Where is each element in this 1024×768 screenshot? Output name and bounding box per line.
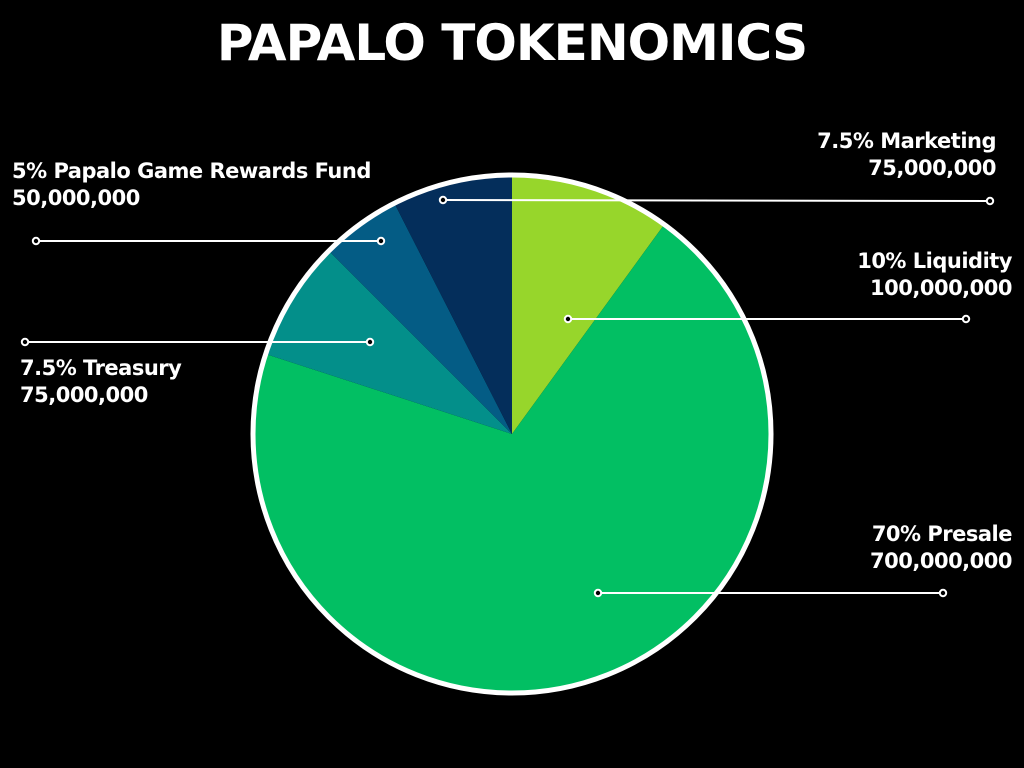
- pie-slice-papalo-game-rewards-fund: [328, 203, 512, 434]
- label-presale-title: 70% Presale: [871, 522, 1013, 546]
- label-presale: 70% Presale 700,000,000: [870, 521, 1012, 575]
- label-liquidity-amount: 100,000,000: [870, 276, 1012, 300]
- pie-slice-liquidity: [512, 175, 665, 434]
- leader-treasury: [20, 337, 375, 347]
- leader-presale: [593, 588, 948, 598]
- label-marketing: 7.5% Marketing 75,000,000: [817, 128, 996, 182]
- label-treasury: 7.5% Treasury 75,000,000: [20, 355, 182, 409]
- pie-outline: [250, 172, 774, 696]
- pie-slice-marketing: [394, 175, 512, 434]
- label-liquidity: 10% Liquidity 100,000,000: [857, 248, 1012, 302]
- pie-slice-presale: [253, 224, 772, 693]
- chart-title: PAPALO TOKENOMICS: [216, 14, 808, 72]
- label-rewards-amount: 50,000,000: [12, 186, 140, 210]
- leader-rewards: [31, 236, 386, 246]
- label-presale-amount: 700,000,000: [870, 549, 1012, 573]
- label-rewards-title: 5% Papalo Game Rewards Fund: [12, 159, 371, 183]
- label-liquidity-title: 10% Liquidity: [857, 249, 1012, 273]
- leader-liquidity: [563, 314, 971, 324]
- label-marketing-amount: 75,000,000: [868, 156, 996, 180]
- label-marketing-title: 7.5% Marketing: [817, 129, 996, 153]
- label-treasury-amount: 75,000,000: [20, 383, 148, 407]
- label-treasury-title: 7.5% Treasury: [20, 356, 182, 380]
- label-rewards: 5% Papalo Game Rewards Fund 50,000,000: [12, 158, 371, 212]
- pie-slices: [253, 175, 772, 693]
- pie-slice-treasury: [265, 250, 512, 434]
- callout-leaders: [20, 195, 995, 598]
- leader-marketing: [438, 195, 995, 206]
